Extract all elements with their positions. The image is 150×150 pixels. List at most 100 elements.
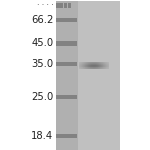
Bar bbox=[88, 62, 89, 69]
Bar bbox=[64, 3, 67, 8]
Bar bbox=[81, 62, 82, 69]
Bar bbox=[80, 62, 81, 69]
Bar bbox=[89, 62, 90, 69]
Bar bbox=[79, 62, 109, 63]
Bar bbox=[86, 62, 87, 69]
Bar bbox=[68, 3, 71, 8]
Bar bbox=[96, 62, 97, 69]
Bar bbox=[100, 62, 101, 69]
Bar bbox=[92, 62, 93, 69]
Bar bbox=[100, 62, 101, 69]
Bar bbox=[97, 62, 98, 69]
Bar bbox=[93, 62, 94, 69]
Bar bbox=[79, 67, 109, 68]
Bar bbox=[79, 63, 109, 64]
Bar bbox=[90, 62, 91, 69]
Bar bbox=[91, 62, 92, 69]
Bar bbox=[79, 62, 109, 63]
Bar bbox=[108, 62, 109, 69]
Bar bbox=[56, 41, 77, 46]
Bar bbox=[108, 62, 109, 69]
Bar bbox=[104, 62, 105, 69]
Bar bbox=[89, 62, 90, 69]
Bar bbox=[56, 1, 78, 150]
Bar bbox=[88, 62, 89, 69]
Bar bbox=[99, 62, 100, 69]
Bar bbox=[79, 66, 109, 67]
Bar bbox=[86, 62, 87, 69]
Bar bbox=[100, 62, 101, 69]
Bar bbox=[101, 62, 102, 69]
Bar bbox=[103, 62, 104, 69]
Bar bbox=[84, 62, 85, 69]
Bar bbox=[79, 65, 109, 66]
Bar bbox=[97, 62, 98, 69]
Bar bbox=[104, 62, 105, 69]
Bar bbox=[101, 62, 102, 69]
Bar bbox=[82, 62, 83, 69]
Bar bbox=[106, 62, 107, 69]
Bar bbox=[99, 62, 100, 69]
Bar bbox=[94, 62, 95, 69]
Bar bbox=[92, 62, 93, 69]
Bar bbox=[81, 62, 82, 69]
Bar bbox=[105, 62, 106, 69]
Bar bbox=[56, 62, 77, 66]
Bar bbox=[98, 62, 99, 69]
Bar bbox=[102, 62, 103, 69]
Bar bbox=[56, 134, 77, 138]
Bar bbox=[95, 62, 96, 69]
Bar bbox=[103, 62, 104, 69]
Bar bbox=[79, 65, 109, 66]
Text: 35.0: 35.0 bbox=[31, 59, 53, 69]
Bar bbox=[56, 95, 77, 99]
Bar bbox=[79, 67, 109, 68]
Bar bbox=[97, 62, 98, 69]
Bar bbox=[87, 62, 88, 69]
Text: 18.4: 18.4 bbox=[31, 131, 53, 141]
Bar bbox=[79, 66, 109, 67]
Bar bbox=[79, 65, 109, 66]
Bar bbox=[79, 62, 80, 69]
Bar bbox=[98, 62, 99, 69]
Bar bbox=[83, 62, 84, 69]
Bar bbox=[79, 63, 109, 64]
Bar bbox=[106, 62, 107, 69]
Bar bbox=[82, 62, 83, 69]
Bar bbox=[91, 62, 92, 69]
Bar bbox=[94, 62, 95, 69]
Bar bbox=[80, 62, 81, 69]
Bar bbox=[79, 68, 109, 69]
Text: 25.0: 25.0 bbox=[31, 92, 53, 102]
Bar bbox=[93, 62, 94, 69]
Bar bbox=[91, 62, 92, 69]
Bar bbox=[103, 62, 104, 69]
Bar bbox=[105, 62, 106, 69]
Text: 45.0: 45.0 bbox=[31, 39, 53, 48]
Bar bbox=[82, 62, 83, 69]
Bar bbox=[56, 18, 77, 22]
Bar bbox=[79, 64, 109, 65]
Bar bbox=[93, 62, 94, 69]
Bar bbox=[90, 62, 91, 69]
Bar bbox=[56, 3, 60, 8]
Bar bbox=[80, 62, 81, 69]
Bar bbox=[87, 62, 88, 69]
Bar bbox=[104, 62, 105, 69]
Bar bbox=[83, 62, 84, 69]
Bar bbox=[96, 62, 97, 69]
Text: · · · ·: · · · · bbox=[37, 1, 53, 10]
Bar bbox=[99, 62, 100, 69]
Bar bbox=[79, 62, 80, 69]
Bar bbox=[102, 62, 103, 69]
Bar bbox=[85, 62, 86, 69]
Bar bbox=[78, 1, 120, 150]
Bar bbox=[83, 62, 84, 69]
Bar bbox=[107, 62, 108, 69]
Bar bbox=[84, 62, 85, 69]
Bar bbox=[85, 62, 86, 69]
Bar bbox=[106, 62, 107, 69]
Bar bbox=[79, 64, 109, 65]
Bar bbox=[87, 62, 88, 69]
Bar bbox=[107, 62, 108, 69]
